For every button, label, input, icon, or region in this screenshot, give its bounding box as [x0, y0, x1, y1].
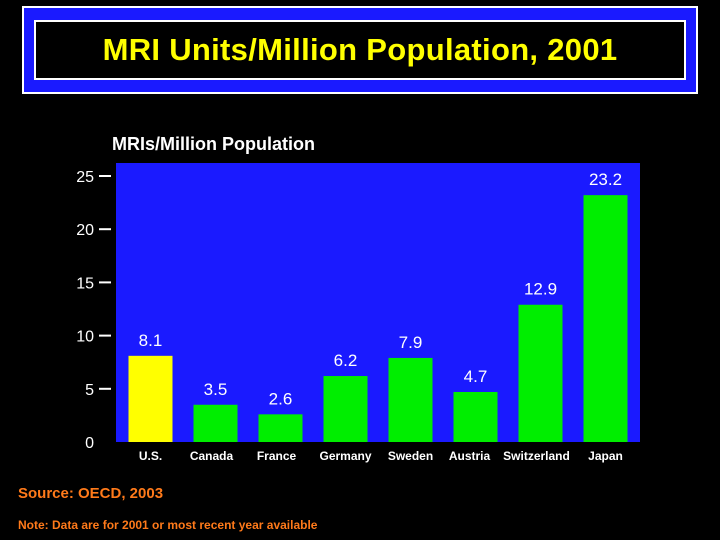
source-note: Source: OECD, 2003: [18, 485, 164, 502]
x-category-label: Switzerland: [503, 449, 570, 463]
value-label: 4.7: [464, 367, 488, 386]
bar-canada: [193, 404, 238, 442]
value-label: 8.1: [139, 331, 163, 350]
bar-france: [258, 414, 303, 442]
data-note: Note: Data are for 2001 or most recent y…: [18, 518, 318, 532]
x-category-label: France: [257, 449, 297, 463]
value-label: 7.9: [399, 333, 423, 352]
value-label: 12.9: [524, 280, 557, 299]
y-tick-label: 15: [76, 275, 94, 292]
x-category-label: Sweden: [388, 449, 433, 463]
bar-austria: [453, 391, 498, 442]
title-banner: MRI Units/Million Population, 2001: [22, 6, 698, 94]
value-label: 23.2: [589, 170, 622, 189]
bar-japan: [583, 195, 628, 442]
bar-switzerland: [518, 304, 563, 442]
x-axis-labels: U.S. Canada France Germany Sweden Austria Swit…: [139, 449, 623, 463]
x-category-label: Japan: [588, 449, 623, 463]
value-labels: 8.1 3.5 2.6 6.2 7.9 4.7 12.9 23.2: [139, 170, 622, 408]
chart-title: MRIs/Million Population: [112, 134, 315, 154]
y-axis: 0 5 10 15 20 25: [76, 169, 111, 452]
y-tick-label: 0: [85, 435, 94, 452]
value-label: 2.6: [269, 389, 293, 408]
y-tick-label: 5: [85, 382, 94, 399]
x-category-label: U.S.: [139, 449, 162, 463]
y-tick-label: 25: [76, 169, 94, 186]
slide-title: MRI Units/Million Population, 2001: [102, 32, 618, 67]
x-category-label: Canada: [190, 449, 234, 463]
x-category-label: Germany: [319, 449, 371, 463]
bars: [128, 195, 628, 442]
value-label: 3.5: [204, 380, 228, 399]
y-tick-label: 10: [76, 329, 94, 346]
bar-sweden: [388, 357, 433, 442]
bar-us: [128, 355, 173, 442]
bar-germany: [323, 376, 368, 442]
value-label: 6.2: [334, 351, 358, 370]
title-frame: MRI Units/Million Population, 2001: [34, 20, 686, 80]
x-category-label: Austria: [449, 449, 491, 463]
y-tick-label: 20: [76, 222, 94, 239]
